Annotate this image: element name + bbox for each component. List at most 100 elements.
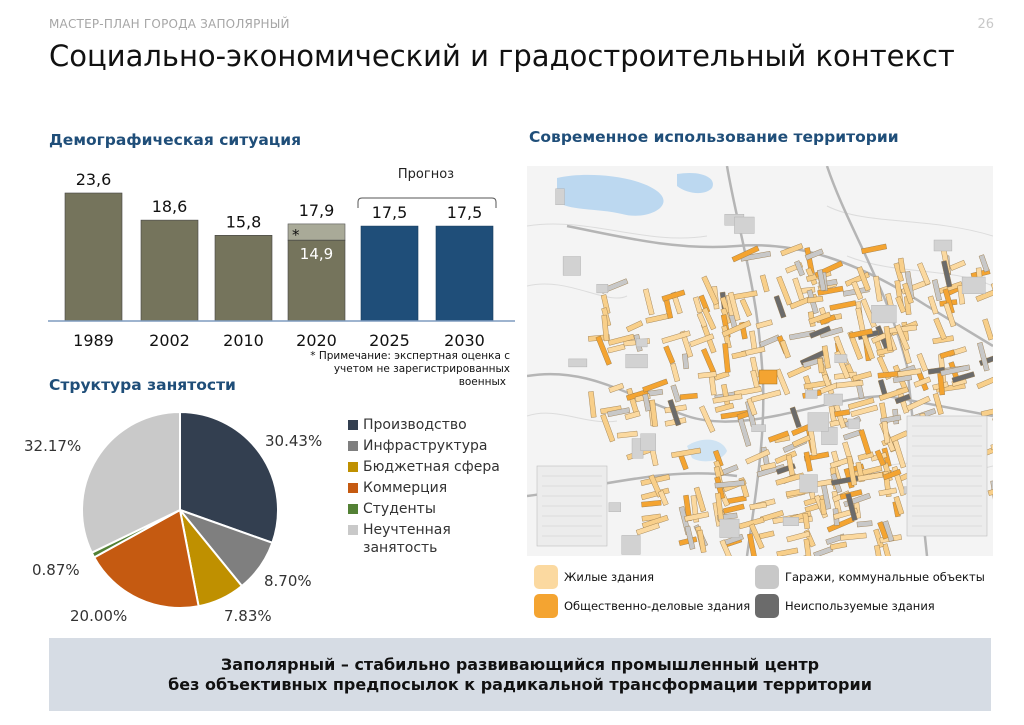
garage-building <box>978 254 990 273</box>
bar-2020-registered <box>287 239 346 322</box>
residential-building <box>779 339 791 359</box>
pie-legend-item: Производство <box>348 416 518 434</box>
legend-swatch <box>348 525 358 535</box>
residential-building <box>791 434 812 448</box>
residential-building <box>697 529 707 553</box>
legend-swatch <box>348 483 358 493</box>
public-building <box>834 409 851 417</box>
legend-label: Гаражи, коммунальные объекты <box>785 570 985 584</box>
residential-building <box>913 376 932 388</box>
unused-building <box>941 260 953 288</box>
legend-swatch <box>534 594 558 618</box>
residential-building <box>857 451 875 461</box>
residential-building <box>852 371 873 382</box>
public-building <box>861 243 888 255</box>
legend-label: Неиспользуемые здания <box>785 599 935 613</box>
garage-building <box>635 338 648 348</box>
bar-2030 <box>435 225 494 322</box>
garage-building <box>799 474 818 493</box>
legend-label: Коммерция <box>363 480 448 496</box>
note-line: учетом не зарегистрированных <box>333 363 510 375</box>
residential-building <box>739 298 753 317</box>
pie-value-label-3: 7.83% <box>224 607 272 625</box>
garage-building <box>816 269 827 292</box>
public-building <box>683 494 693 522</box>
garage-building <box>823 393 843 406</box>
pie-value-label-2: 8.70% <box>264 572 312 590</box>
unused-building <box>894 393 911 405</box>
residential-building <box>807 295 824 304</box>
unused-building <box>809 325 832 339</box>
garage-building <box>684 525 696 550</box>
map-legend-garages: Гаражи, коммунальные объекты <box>755 565 985 589</box>
residential-building <box>588 391 597 418</box>
public-building <box>942 288 955 314</box>
legend-label: Неучтенная занятость <box>363 522 451 556</box>
conclusion-banner: Заполярный – стабильно развивающийся про… <box>49 638 991 711</box>
residential-building <box>721 320 752 338</box>
bar-value-label-2020: 17,9 <box>299 201 335 220</box>
residential-building <box>697 371 717 379</box>
residential-building <box>649 399 659 427</box>
public-building <box>882 468 902 481</box>
public-building <box>679 392 698 400</box>
banner-line: Заполярный – стабильно развивающийся про… <box>220 654 820 674</box>
unused-building <box>845 492 858 522</box>
public-building <box>722 503 745 514</box>
residential-building <box>803 538 812 556</box>
garage-building <box>596 283 609 294</box>
legend-swatch <box>534 565 558 589</box>
residential-building <box>847 397 875 410</box>
residential-building <box>749 501 767 510</box>
demography-bar-chart: 23,6 1989 18,6 2002 15,8 2010 14,9 17,9 2020 17,5… <box>48 167 515 350</box>
x-tick-label-2002: 2002 <box>149 331 190 350</box>
residential-building <box>684 511 710 522</box>
residential-building <box>701 307 717 331</box>
pie-value-label-6: 32.17% <box>24 437 81 455</box>
residential-building <box>689 333 715 348</box>
unused-building <box>667 399 682 427</box>
garage-building <box>931 279 942 302</box>
public-building <box>747 533 758 556</box>
public-building <box>767 430 790 443</box>
residential-building <box>821 345 831 369</box>
residential-building <box>846 455 858 486</box>
garage-building <box>625 354 648 369</box>
pie-legend-item: Коммерция <box>348 479 518 497</box>
residential-building <box>882 543 895 556</box>
residential-building <box>759 274 770 293</box>
residential-building <box>727 291 741 322</box>
residential-building <box>696 312 708 328</box>
garage-building <box>805 389 818 399</box>
public-building <box>731 245 760 263</box>
garage-building <box>608 502 621 513</box>
residential-building <box>600 413 616 443</box>
public-building <box>641 500 662 508</box>
estimate-asterisk: * <box>292 226 300 244</box>
bar-value-label-1989: 23,6 <box>76 170 112 189</box>
residential-building <box>692 296 703 314</box>
public-building <box>642 378 669 393</box>
forecast-bracket <box>357 197 497 208</box>
garage-building <box>940 364 971 377</box>
legend-swatch <box>755 594 779 618</box>
residential-building <box>746 397 758 416</box>
residential-building <box>607 333 635 346</box>
garage-building <box>834 354 848 364</box>
lake <box>557 174 664 216</box>
residential-building <box>897 368 922 378</box>
garage-building <box>821 484 832 510</box>
map-legend-public: Общественно-деловые здания <box>534 594 750 618</box>
unused-building <box>951 371 976 384</box>
bar-2025 <box>360 225 419 322</box>
residential-building <box>949 259 966 271</box>
pie-slice-1 <box>179 410 279 545</box>
residential-building <box>802 512 811 530</box>
residential-building <box>878 487 897 497</box>
legend-label: Студенты <box>363 501 436 517</box>
public-building <box>663 345 676 365</box>
residential-building <box>817 357 825 374</box>
residential-building <box>745 449 771 465</box>
residential-building <box>642 288 655 316</box>
garage-building <box>640 433 656 451</box>
